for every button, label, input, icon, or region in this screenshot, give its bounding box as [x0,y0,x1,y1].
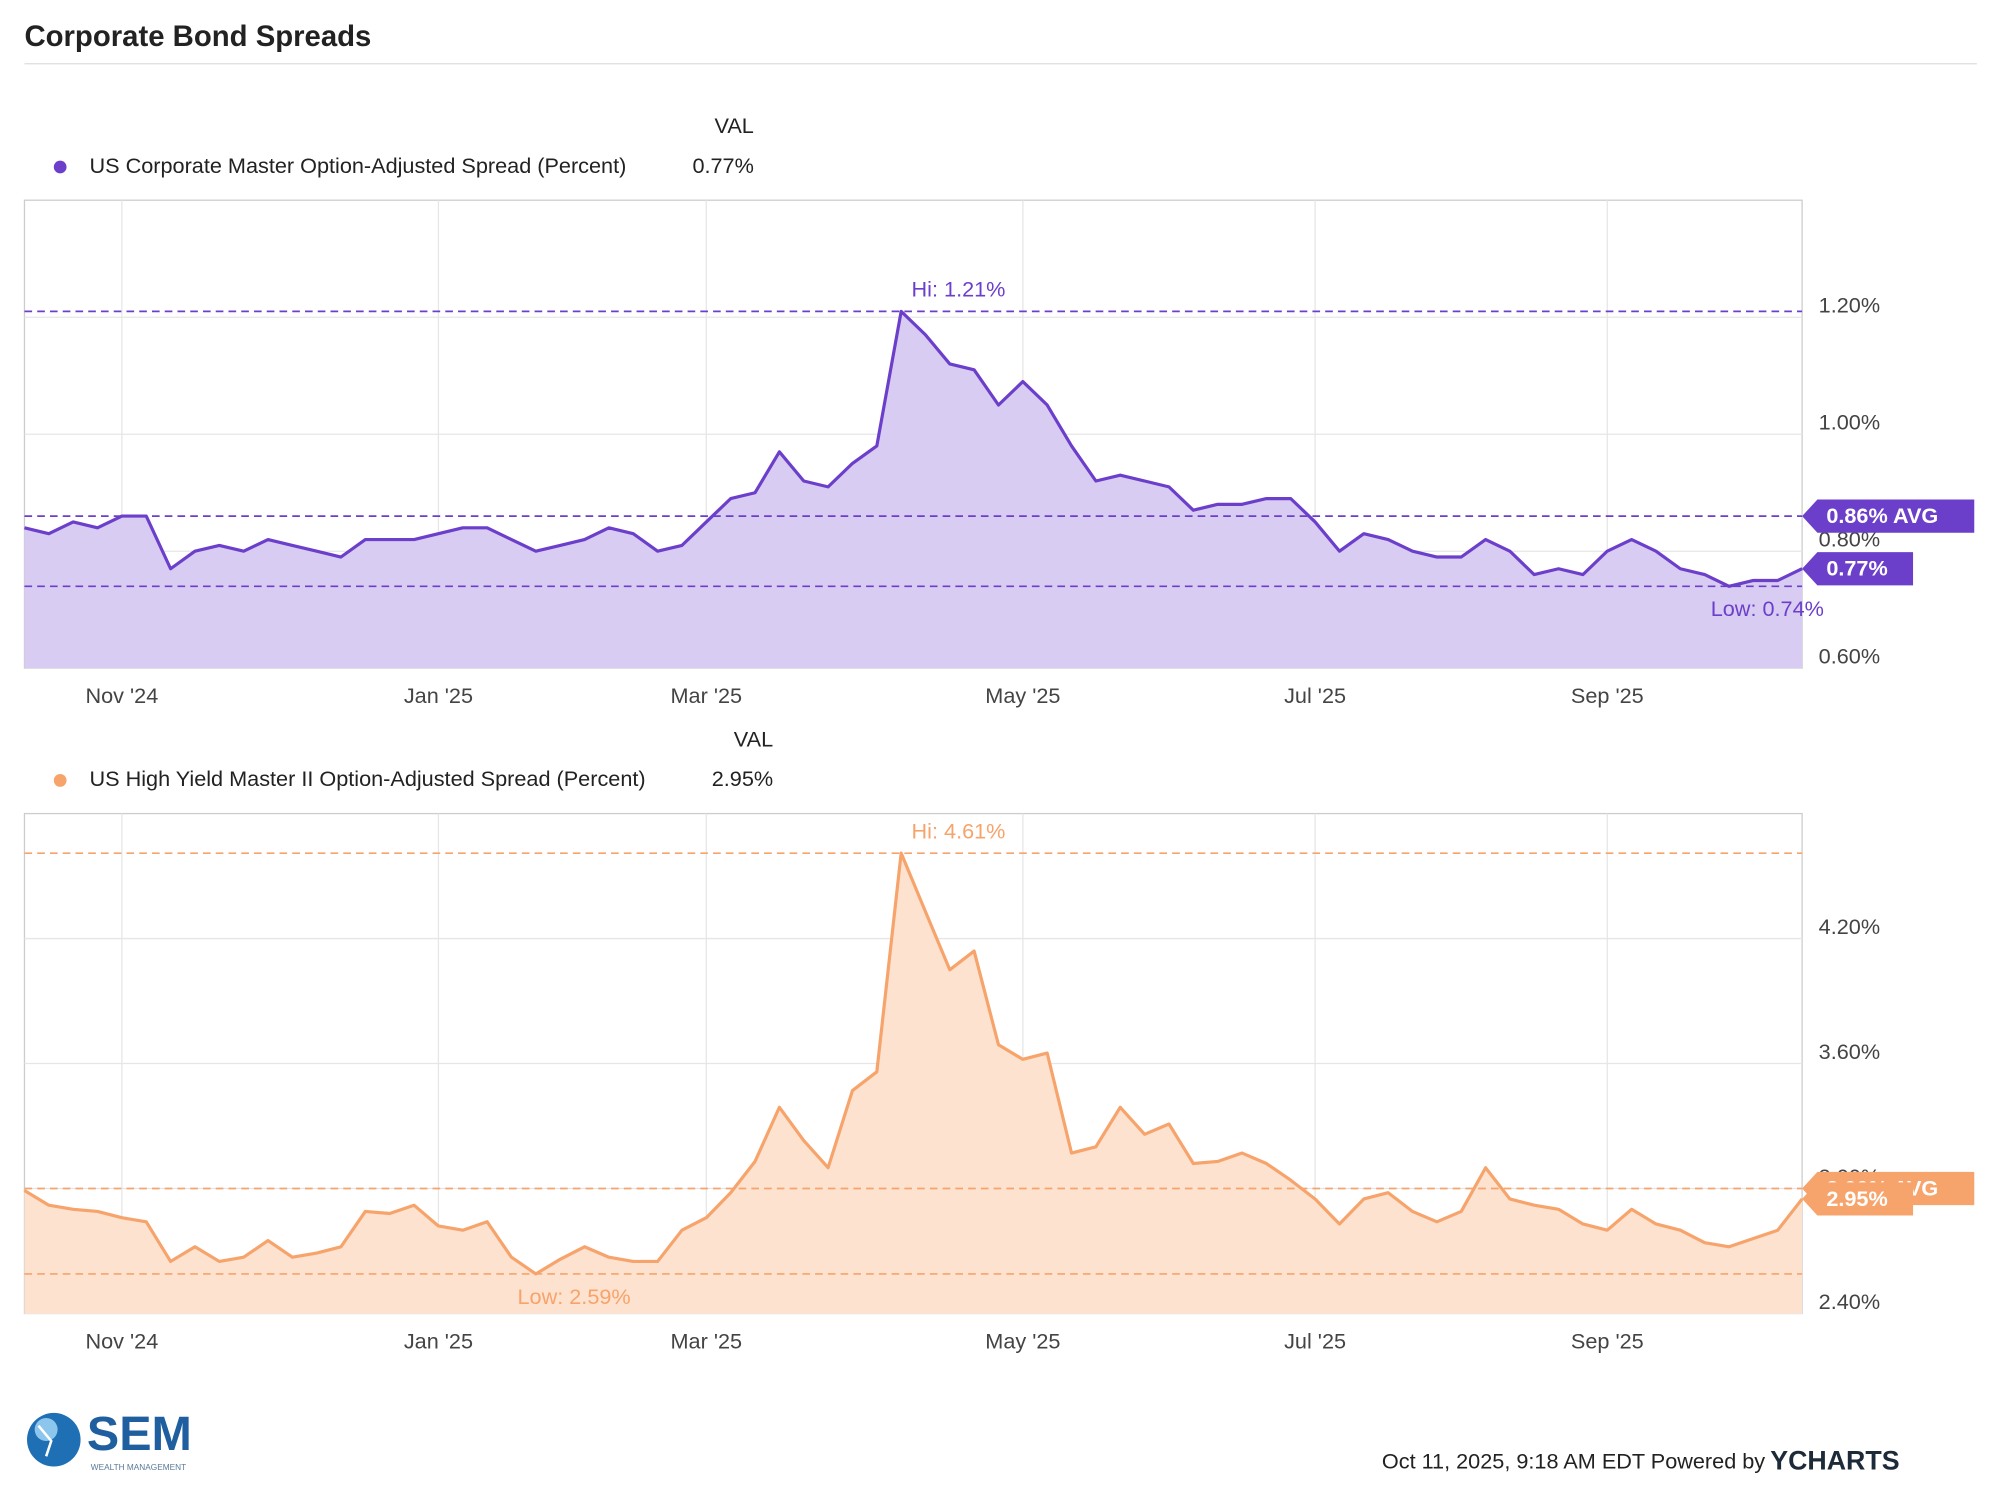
average-tag-label: 0.86% AVG [1826,503,1938,528]
x-tick-label: May '25 [985,1329,1060,1354]
legend-marker [53,774,67,787]
x-tick-label: Jul '25 [1284,683,1346,708]
y-tick-label: 3.60% [1819,1039,1880,1064]
logo-icon-figure [37,1424,53,1457]
y-tick-label: 1.00% [1819,410,1880,435]
logo-name: SEM [87,1407,192,1461]
low-label: Low: 2.59% [518,1284,631,1309]
average-tag [1802,499,1975,533]
page-title: Corporate Bond Spreads [24,20,371,53]
logo-icon-inner [34,1418,58,1441]
legend-value: 0.77% [692,153,753,178]
x-tick-label: Mar '25 [671,683,743,708]
x-tick-label: May '25 [985,683,1060,708]
x-tick-label: Sep '25 [1571,683,1644,708]
chart-panel: US Corporate Master Option-Adjusted Spre… [23,113,1975,708]
footer-timestamp: Oct 11, 2025, 9:18 AM EDT Powered by [1382,1448,1765,1473]
series-line [23,851,1804,1276]
series-line [24,309,1803,588]
y-tick-label: 0.60% [1819,644,1880,669]
hi-label: Hi: 4.61% [912,818,1006,843]
x-tick-label: Jan '25 [404,683,473,708]
x-tick-label: Jan '25 [404,1329,473,1354]
x-tick-label: Mar '25 [671,1329,743,1354]
low-label: Low: 0.74% [1711,596,1824,621]
series-area [24,853,1803,1314]
footer-brand: YCHARTS [1770,1446,1899,1476]
x-tick-label: Nov '24 [85,683,158,708]
value-header: VAL [715,113,754,138]
legend-label: US Corporate Master Option-Adjusted Spre… [89,153,626,178]
y-tick-label: 2.40% [1819,1289,1880,1314]
hi-label: Hi: 1.21% [912,277,1006,302]
series-area [24,311,1803,669]
legend-marker [53,160,67,174]
current-tag [1802,552,1914,586]
logo: SEM WEALTH MANAGEMENT [27,1407,192,1472]
current-tag-label: 2.95% [1826,1186,1887,1211]
chart-panel: US High Yield Master II Option-Adjusted … [23,727,1975,1354]
y-tick-label: 4.20% [1819,914,1880,939]
current-tag [1802,1182,1914,1216]
legend-value: 2.95% [712,766,773,791]
legend-label: US High Yield Master II Option-Adjusted … [89,766,645,791]
x-tick-label: Sep '25 [1571,1329,1644,1354]
value-header: VAL [734,727,773,752]
y-tick-label: 1.20% [1819,293,1880,318]
x-tick-label: Nov '24 [85,1329,158,1354]
current-tag-label: 0.77% [1826,556,1887,581]
logo-tagline: WEALTH MANAGEMENT [91,1463,186,1472]
x-tick-label: Jul '25 [1284,1329,1346,1354]
